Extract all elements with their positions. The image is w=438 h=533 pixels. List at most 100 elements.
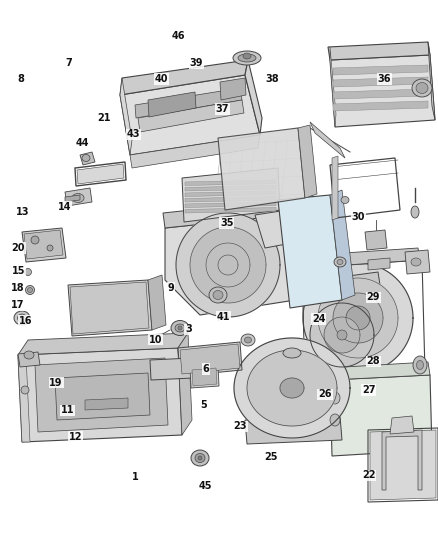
Polygon shape — [24, 230, 63, 259]
Text: 14: 14 — [58, 202, 71, 212]
Polygon shape — [332, 156, 338, 220]
Text: 5: 5 — [200, 400, 207, 410]
Polygon shape — [192, 368, 217, 386]
Text: 36: 36 — [378, 74, 391, 84]
Polygon shape — [255, 208, 308, 248]
Polygon shape — [77, 164, 124, 184]
Polygon shape — [35, 358, 168, 432]
Ellipse shape — [416, 83, 428, 93]
Polygon shape — [328, 362, 430, 380]
Text: 44: 44 — [76, 138, 89, 148]
Ellipse shape — [411, 258, 421, 266]
Ellipse shape — [411, 206, 419, 218]
Polygon shape — [135, 88, 242, 118]
Ellipse shape — [178, 326, 182, 330]
Polygon shape — [428, 42, 435, 120]
Text: 7: 7 — [66, 58, 73, 68]
Ellipse shape — [337, 330, 347, 340]
Ellipse shape — [417, 360, 424, 369]
Text: 19: 19 — [49, 378, 63, 387]
Text: 45: 45 — [198, 481, 212, 491]
Polygon shape — [22, 228, 66, 262]
Ellipse shape — [25, 269, 32, 276]
Polygon shape — [18, 355, 30, 442]
Polygon shape — [330, 190, 355, 300]
Polygon shape — [85, 398, 128, 410]
Polygon shape — [333, 293, 383, 343]
Polygon shape — [148, 92, 196, 117]
Polygon shape — [185, 197, 276, 202]
Polygon shape — [190, 227, 266, 303]
Text: 17: 17 — [11, 300, 24, 310]
Ellipse shape — [14, 311, 30, 325]
Ellipse shape — [341, 197, 349, 204]
Ellipse shape — [198, 456, 202, 460]
Polygon shape — [178, 333, 192, 435]
Polygon shape — [234, 338, 350, 438]
Polygon shape — [330, 47, 336, 127]
Ellipse shape — [243, 53, 251, 59]
Polygon shape — [333, 101, 428, 111]
Text: 6: 6 — [202, 364, 209, 374]
Text: 38: 38 — [265, 74, 279, 84]
Ellipse shape — [191, 450, 209, 466]
Polygon shape — [178, 342, 242, 376]
Ellipse shape — [330, 414, 340, 426]
Polygon shape — [55, 373, 150, 420]
Text: 9: 9 — [167, 283, 174, 293]
Polygon shape — [245, 60, 262, 135]
Text: 22: 22 — [362, 471, 375, 480]
Text: 11: 11 — [61, 406, 74, 415]
Polygon shape — [346, 306, 370, 330]
Polygon shape — [218, 128, 305, 210]
Polygon shape — [120, 78, 132, 155]
Polygon shape — [206, 243, 250, 287]
Text: 30: 30 — [352, 213, 365, 222]
Polygon shape — [303, 263, 413, 373]
Text: 13: 13 — [16, 207, 29, 217]
Text: 46: 46 — [172, 31, 185, 41]
Polygon shape — [150, 358, 193, 380]
Ellipse shape — [337, 260, 343, 264]
Text: 43: 43 — [127, 130, 140, 139]
Ellipse shape — [21, 386, 29, 394]
Text: 21: 21 — [98, 114, 111, 123]
Ellipse shape — [213, 290, 223, 300]
Polygon shape — [278, 195, 342, 308]
Ellipse shape — [18, 314, 27, 322]
Polygon shape — [318, 278, 398, 358]
Polygon shape — [298, 125, 317, 198]
Ellipse shape — [330, 392, 340, 404]
Ellipse shape — [195, 454, 205, 463]
Polygon shape — [300, 248, 420, 268]
Ellipse shape — [233, 51, 261, 65]
Text: 23: 23 — [233, 422, 247, 431]
Ellipse shape — [175, 324, 185, 332]
Text: 12: 12 — [69, 432, 82, 442]
Polygon shape — [218, 255, 238, 275]
Polygon shape — [368, 258, 390, 270]
Text: 29: 29 — [367, 293, 380, 302]
Polygon shape — [245, 416, 342, 444]
Ellipse shape — [82, 155, 90, 161]
Polygon shape — [305, 285, 392, 370]
Polygon shape — [330, 375, 432, 456]
Text: 39: 39 — [190, 58, 203, 68]
Polygon shape — [328, 42, 430, 60]
Polygon shape — [148, 275, 166, 330]
Polygon shape — [310, 122, 345, 158]
Polygon shape — [185, 191, 276, 197]
Polygon shape — [176, 213, 280, 317]
Polygon shape — [138, 100, 244, 132]
Text: 40: 40 — [155, 74, 168, 84]
Text: 27: 27 — [362, 385, 375, 395]
Polygon shape — [80, 152, 95, 165]
Polygon shape — [185, 180, 276, 185]
Ellipse shape — [413, 356, 427, 374]
Polygon shape — [324, 317, 360, 353]
Polygon shape — [382, 430, 422, 490]
Polygon shape — [18, 333, 188, 355]
Ellipse shape — [28, 287, 32, 293]
Text: 26: 26 — [318, 390, 332, 399]
Polygon shape — [182, 168, 280, 222]
